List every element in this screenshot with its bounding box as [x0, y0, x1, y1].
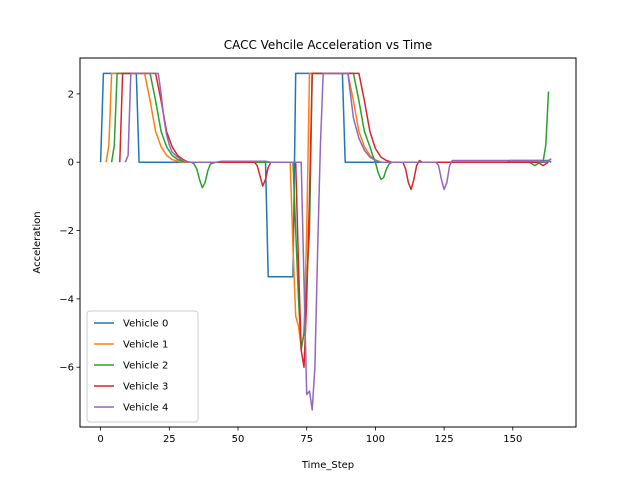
chart-title: CACC Vehcile Acceleration vs Time — [224, 38, 433, 52]
x-tick-label: 150 — [503, 434, 522, 445]
legend-entry: Vehicle 3 — [123, 382, 168, 393]
x-tick-label: 50 — [232, 434, 245, 445]
y-axis-label: Acceleration — [32, 211, 43, 273]
y-tick-label: −6 — [59, 363, 74, 374]
y-tick-label: −4 — [59, 294, 74, 305]
series-line-vehicle-3 — [119, 72, 549, 368]
series-line-vehicle-1 — [105, 72, 549, 348]
x-tick-label: 125 — [435, 434, 454, 445]
series-line-vehicle-4 — [124, 72, 552, 411]
y-axis: −6 −4 −2 0 2 — [59, 89, 80, 374]
plot-area — [99, 72, 552, 411]
legend: Vehicle 0 Vehicle 1 Vehicle 2 Vehicle 3 Vehi… — [86, 310, 199, 423]
legend-entry: Vehicle 2 — [123, 361, 168, 372]
x-tick-label: 100 — [366, 434, 385, 445]
y-tick-label: 0 — [68, 158, 74, 169]
x-tick-label: 75 — [300, 434, 313, 445]
legend-entry: Vehicle 4 — [123, 403, 168, 414]
plot-frame — [79, 57, 577, 428]
x-axis-label: Time_Step — [301, 460, 354, 471]
legend-entry: Vehicle 0 — [123, 319, 168, 330]
legend-entry: Vehicle 1 — [123, 340, 168, 351]
x-axis: 0 25 50 75 100 125 150 — [97, 427, 522, 445]
x-tick-label: 0 — [97, 434, 103, 445]
legend-box — [86, 310, 199, 423]
y-tick-label: 2 — [68, 89, 74, 100]
y-tick-label: −2 — [59, 226, 74, 237]
x-tick-label: 25 — [163, 434, 176, 445]
